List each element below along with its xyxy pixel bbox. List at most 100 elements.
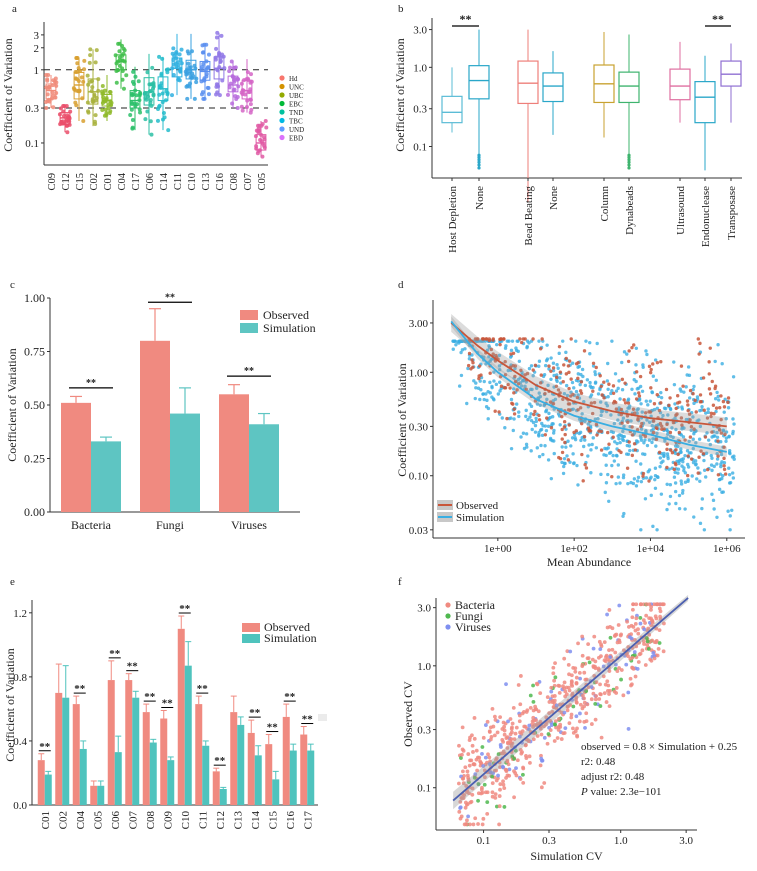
simulation-point [665,507,669,512]
observed-point [561,397,565,402]
simulation-point [648,399,652,403]
observed-point [673,461,677,465]
panel-f-annotations: observed = 0.8 × Simulation + 0.25 r2: 0… [580,741,738,798]
data-point [133,103,138,108]
simulation-point [609,429,614,434]
simulation-point [698,424,703,429]
data-point [160,91,165,96]
observed-point [647,479,651,483]
data-point [482,782,487,787]
data-point [485,800,490,804]
data-point [599,642,603,647]
y-axis-title: Observed CV [401,681,415,747]
simulation-point [519,384,524,388]
legend-label: EBD [289,135,303,143]
data-point [583,677,588,682]
simulation-point [686,465,691,469]
data-point [171,46,176,51]
simulation-point [728,528,732,532]
simulation-point [715,462,719,466]
data-point [499,745,503,749]
data-point [569,715,574,720]
observed-point [722,445,726,449]
simulation-point [604,463,608,467]
simulation-point [622,424,626,429]
data-point [228,81,233,86]
data-point [65,130,70,135]
observed-point [697,455,701,459]
simulation-point [552,373,556,378]
data-point [558,722,563,727]
data-point [504,768,509,772]
simulation-point [697,437,702,441]
simulation-point [692,515,696,519]
observed-point [697,352,701,356]
panel-label-d: d [398,279,404,291]
simulation-point [505,339,510,343]
simulation-point [680,405,684,409]
data-point [239,81,244,86]
data-point [133,74,138,79]
simulation-point [605,379,610,383]
data-point [574,675,579,680]
observed-point [686,403,690,407]
simulation-point [709,463,714,467]
simulation-point [620,388,625,392]
bar [237,724,245,805]
simulation-point [635,479,640,483]
simulation-point [625,352,629,356]
simulation-point [713,397,718,401]
data-point [628,676,633,681]
simulation-point [562,456,567,461]
simulation-point [647,438,652,442]
significance-label: ** [460,12,472,26]
data-point [526,739,531,744]
observed-point [531,337,535,341]
y-tick-label: 0.3 [25,103,39,115]
bar [247,732,255,805]
simulation-point [591,364,596,368]
data-point [215,30,220,35]
simulation-point [542,372,547,377]
simulation-point [527,366,532,371]
simulation-point [637,397,642,401]
observed-point [611,435,615,439]
data-point [46,72,51,77]
observed-point [726,396,731,400]
legend-fragment [318,714,327,721]
simulation-point [604,481,609,485]
observed-point [511,363,515,368]
simulation-point [666,454,670,459]
bar [184,665,192,805]
simulation-point [727,472,732,477]
simulation-point [534,419,539,424]
outlier-point [627,158,631,162]
simulation-point [589,471,593,475]
data-point [229,59,234,64]
simulation-point [639,528,643,532]
data-point [108,109,113,114]
data-point [114,68,119,73]
simulation-point [712,464,716,469]
data-point [607,608,612,612]
data-point [629,636,634,641]
data-point [235,77,240,82]
x-tick-label: 1e+06 [713,543,741,555]
data-point [194,80,199,85]
data-point [661,649,666,654]
data-point [117,49,122,54]
observed-point [637,391,641,395]
x-tick-label: C07 [127,811,139,830]
observed-point [657,408,662,413]
simulation-point [681,488,685,493]
simulation-point [598,387,602,392]
y-tick-label: 0.0 [13,800,27,812]
observed-point [718,428,722,432]
observed-point [516,382,521,386]
panel-label-e: e [10,576,15,588]
data-point [61,109,66,114]
data-point [46,86,51,91]
data-point [571,730,576,735]
data-point [248,102,253,107]
data-point [151,93,156,98]
